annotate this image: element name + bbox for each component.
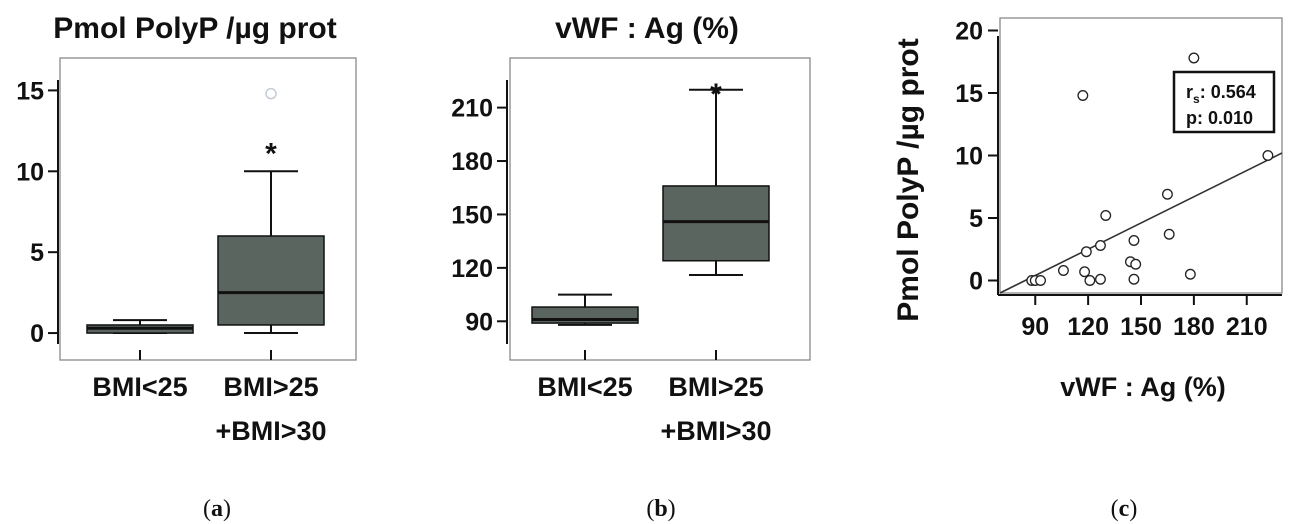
c-x-tick-label: 180 (1173, 313, 1215, 341)
scatter-point (1057, 265, 1069, 276)
panel-c-plot-frame (999, 17, 1283, 294)
scatter-point (1161, 188, 1173, 200)
scatter-point (1128, 273, 1140, 285)
a-y-tick-label: 10 (16, 158, 44, 186)
c-x-tick-label: 120 (1067, 313, 1109, 341)
c-y-tick-label: 20 (955, 18, 983, 46)
a-category-label: BMI>25 (223, 372, 318, 402)
scatter-point (1095, 240, 1106, 251)
panel-c-y-label: Pmol PolyP /µg prot (892, 38, 925, 321)
b-y-tick-label: 120 (451, 255, 493, 283)
panel-b-plot-frame (509, 57, 811, 361)
scatter-point (1079, 266, 1091, 278)
c-x-tick-label: 90 (1021, 313, 1049, 341)
a-significance-marker: * (265, 137, 277, 170)
a-category-label: +BMI>30 (215, 416, 326, 446)
a-category-label: BMI<25 (92, 372, 187, 402)
b-category-label: BMI>25 (668, 372, 763, 402)
stats-rs-value: : 0.564 (1200, 82, 1256, 102)
stats-p: p: 0.010 (1186, 108, 1253, 128)
c-y-tick-label: 0 (969, 268, 983, 296)
scatter-point (1163, 228, 1175, 240)
c-y-tick-label: 15 (955, 80, 983, 108)
b-box (662, 185, 770, 262)
a-y-tick-label: 15 (16, 77, 44, 105)
b-y-tick-label: 150 (451, 201, 493, 229)
scatter-point (1080, 246, 1092, 258)
scatter-point (1077, 90, 1089, 101)
b-box-group: * (662, 78, 770, 276)
panel-b-title: vWF : Ag (%) (555, 12, 739, 45)
b-category-label: +BMI>30 (660, 416, 771, 446)
panel-c: 0 5 10 15 20 90 120 150 180 210 rs: 0.564 p: 0.01… (892, 17, 1283, 522)
a-y-tick-label: 0 (30, 320, 44, 348)
a-box (217, 235, 325, 326)
a-box-group: * (217, 87, 325, 335)
scatter-point (1130, 258, 1142, 270)
b-y-tick-label: 90 (465, 308, 493, 336)
b-box-group (531, 293, 639, 326)
stats-box: rs: 0.564 p: 0.010 (1172, 70, 1276, 134)
panel-c-label: (c) (1111, 496, 1138, 522)
panel-c-letter: c (1119, 496, 1130, 522)
scatter-point (1128, 235, 1140, 246)
stats-rs-symbol: r (1186, 82, 1193, 102)
panel-b-label: (b) (646, 496, 675, 522)
scatter-point (1262, 150, 1274, 161)
c-x-tick-label: 150 (1120, 313, 1162, 341)
c-y-tick-label: 10 (955, 143, 983, 171)
scatter-point (1184, 268, 1196, 280)
scatter-point (1084, 275, 1096, 286)
stats-rs-subscript: s (1193, 92, 1200, 106)
c-y-tick-label: 5 (969, 205, 983, 233)
a-box-group (86, 319, 194, 335)
stats-box-frame (1172, 70, 1276, 134)
scatter-point (1035, 275, 1046, 286)
panel-a-title: Pmol PolyP /µg prot (53, 12, 336, 45)
panel-a-label: (a) (203, 496, 231, 522)
scatter-point (1100, 210, 1112, 221)
a-y-tick-label: 5 (30, 239, 44, 267)
stats-rs: rs: 0.564 (1186, 82, 1256, 106)
scatter-point (1095, 273, 1106, 285)
c-x-tick-label: 210 (1226, 313, 1268, 341)
panel-a: Pmol PolyP /µg prot 0 5 10 15 * BMI<25 BMI>2… (16, 12, 357, 522)
panel-a-plot-frame (59, 57, 357, 361)
panel-a-letter: a (211, 496, 223, 522)
a-outlier (265, 87, 277, 100)
scatter-point (1188, 52, 1200, 64)
b-category-label: BMI<25 (537, 372, 632, 402)
b-y-tick-label: 180 (451, 148, 493, 176)
panel-b-letter: b (654, 496, 667, 522)
b-significance-marker: * (710, 78, 722, 111)
b-y-tick-label: 210 (451, 95, 493, 123)
panel-b: vWF : Ag (%) 90 120 150 180 210 * BMI<25 BMI>… (451, 12, 811, 522)
regression-line (999, 152, 1283, 294)
panel-c-x-label: vWF : Ag (%) (1060, 372, 1225, 402)
